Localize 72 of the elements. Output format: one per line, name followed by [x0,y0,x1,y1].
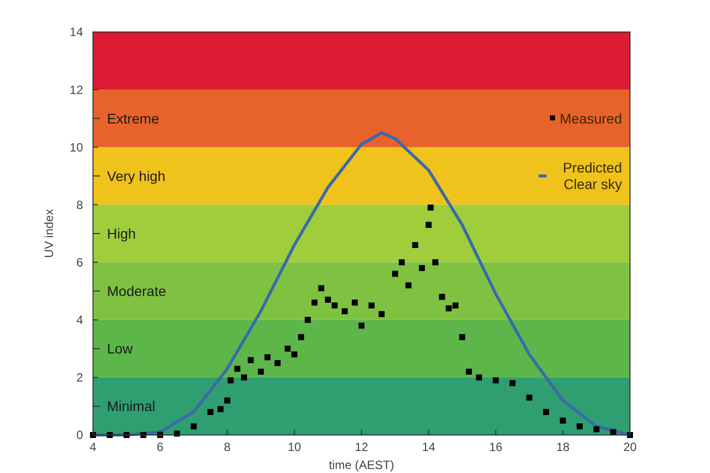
point [428,204,434,211]
point [576,423,583,430]
legend-label: Predicted Clear sky [562,159,622,192]
point [510,380,516,386]
band-label: Minimal [107,398,156,414]
point [264,354,271,360]
point [284,346,291,352]
point [432,259,438,266]
x-axis-title: time (AEST) [328,458,394,472]
x-tick-label: 14 [422,440,436,454]
point [368,302,375,308]
point [224,397,230,404]
x-tick-label: 20 [623,440,637,454]
point [405,282,412,288]
point [526,394,532,401]
x-tick-label: 4 [90,440,97,454]
point [352,300,358,306]
point [312,300,318,306]
x-tick-label: 16 [489,440,503,454]
legend-label: Measured [560,110,622,126]
x-tick-label: 6 [156,440,164,454]
point [543,408,550,415]
point [593,426,600,432]
y-tick-label: 10 [70,140,84,154]
x-tick-label: 12 [354,440,368,454]
y-tick-label: 4 [76,313,84,328]
point [241,374,248,380]
point [228,377,234,384]
point [291,351,298,358]
point [439,294,446,300]
point [234,366,240,372]
point [378,311,385,318]
point [476,374,482,380]
point [190,423,197,430]
point [207,408,214,415]
point [332,302,338,308]
y-tick-label: 6 [76,255,84,270]
point [492,377,499,384]
point [459,334,466,340]
point [418,265,425,272]
y-tick-label: 8 [76,198,84,212]
x-tick-label: 10 [288,440,302,454]
point [466,368,472,375]
y-tick-label: 12 [70,82,84,97]
point [248,357,254,364]
band-label: Very high [107,168,166,184]
point [304,316,311,323]
point [446,305,452,312]
y-tick-label: 14 [70,25,84,40]
point [342,308,348,314]
x-tick-label: 18 [556,440,570,454]
point [298,334,304,340]
point [426,222,432,228]
y-tick-label: 2 [76,370,84,385]
y-tick-label: 0 [76,428,84,442]
point [452,302,458,308]
point [398,259,405,266]
x-tick-label: 8 [224,440,231,454]
band-label: Extreme [107,110,160,126]
band-label: Low [107,340,134,357]
point [560,418,566,424]
point [392,270,398,277]
point [324,296,331,303]
band-label: High [107,225,136,242]
band-label: Moderate [107,282,166,299]
y-axis-title: UV index [42,209,56,258]
point [274,360,281,366]
point [218,406,224,412]
point [412,242,418,248]
point [258,368,264,375]
point [318,285,324,292]
point [358,322,364,329]
